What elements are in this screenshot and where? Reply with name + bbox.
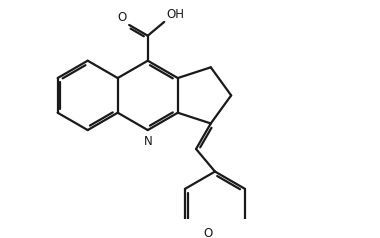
Text: N: N xyxy=(143,134,152,148)
Text: O: O xyxy=(117,10,127,24)
Text: OH: OH xyxy=(166,8,184,20)
Text: O: O xyxy=(203,227,212,238)
